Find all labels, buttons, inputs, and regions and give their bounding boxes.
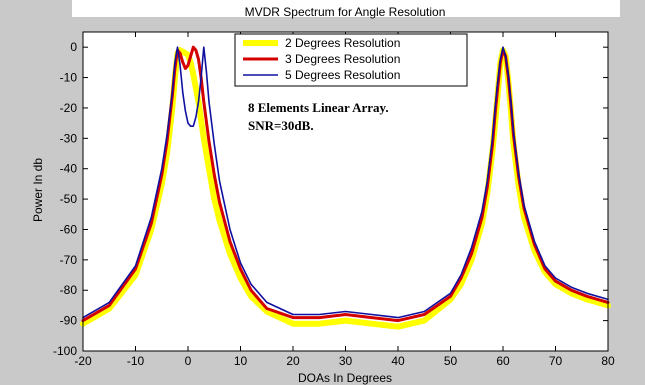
y-tick-label: -80 — [60, 283, 78, 297]
x-tick-label: 50 — [444, 354, 458, 368]
x-tick-label: 30 — [339, 354, 353, 368]
chart-title: MVDR Spectrum for Angle Resolution — [245, 5, 446, 19]
y-tick-label: -50 — [60, 192, 78, 206]
x-tick-label: 60 — [496, 354, 510, 368]
legend-label-3: 5 Degrees Resolution — [285, 68, 400, 82]
legend-label-2: 3 Degrees Resolution — [285, 52, 400, 66]
x-axis-label: DOAs In Degrees — [298, 371, 392, 385]
legend: 2 Degrees Resolution 3 Degrees Resolution… — [234, 33, 468, 87]
x-tick-label: 70 — [549, 354, 563, 368]
x-tick-label: 40 — [391, 354, 405, 368]
series-layer — [80, 45, 611, 330]
y-tick-label: -40 — [60, 162, 78, 176]
x-tick-label: -10 — [127, 354, 145, 368]
y-tick-label: -90 — [60, 314, 78, 328]
x-tick-label: 10 — [234, 354, 248, 368]
y-tick-label: -100 — [53, 344, 77, 358]
title-strip — [72, 0, 620, 17]
x-tick-label: 80 — [601, 354, 615, 368]
y-tick-label: -20 — [60, 101, 78, 115]
x-tick-label: 0 — [185, 354, 192, 368]
x-tick-label: 20 — [286, 354, 300, 368]
plot-frame — [82, 31, 609, 352]
y-tick-label: -70 — [60, 253, 78, 267]
y-tick-label: 0 — [70, 40, 77, 54]
y-tick-label: -60 — [60, 222, 78, 236]
y-tick-label: -10 — [60, 71, 78, 85]
y-axis-label: Power In db — [31, 158, 45, 222]
annotation-array: 8 Elements Linear Array. — [248, 100, 389, 115]
x-tick-label: -20 — [74, 354, 92, 368]
legend-label-1: 2 Degrees Resolution — [285, 36, 400, 50]
series-line-3 — [82, 46, 609, 319]
annotation-snr: SNR=30dB. — [248, 118, 314, 133]
annotation-block: 8 Elements Linear Array. SNR=30dB. — [248, 100, 389, 133]
tick-labels: -20 -10 0 10 20 30 40 50 60 70 800-10-20-30-40-50-… — [53, 40, 615, 368]
y-tick-label: -30 — [60, 131, 78, 145]
